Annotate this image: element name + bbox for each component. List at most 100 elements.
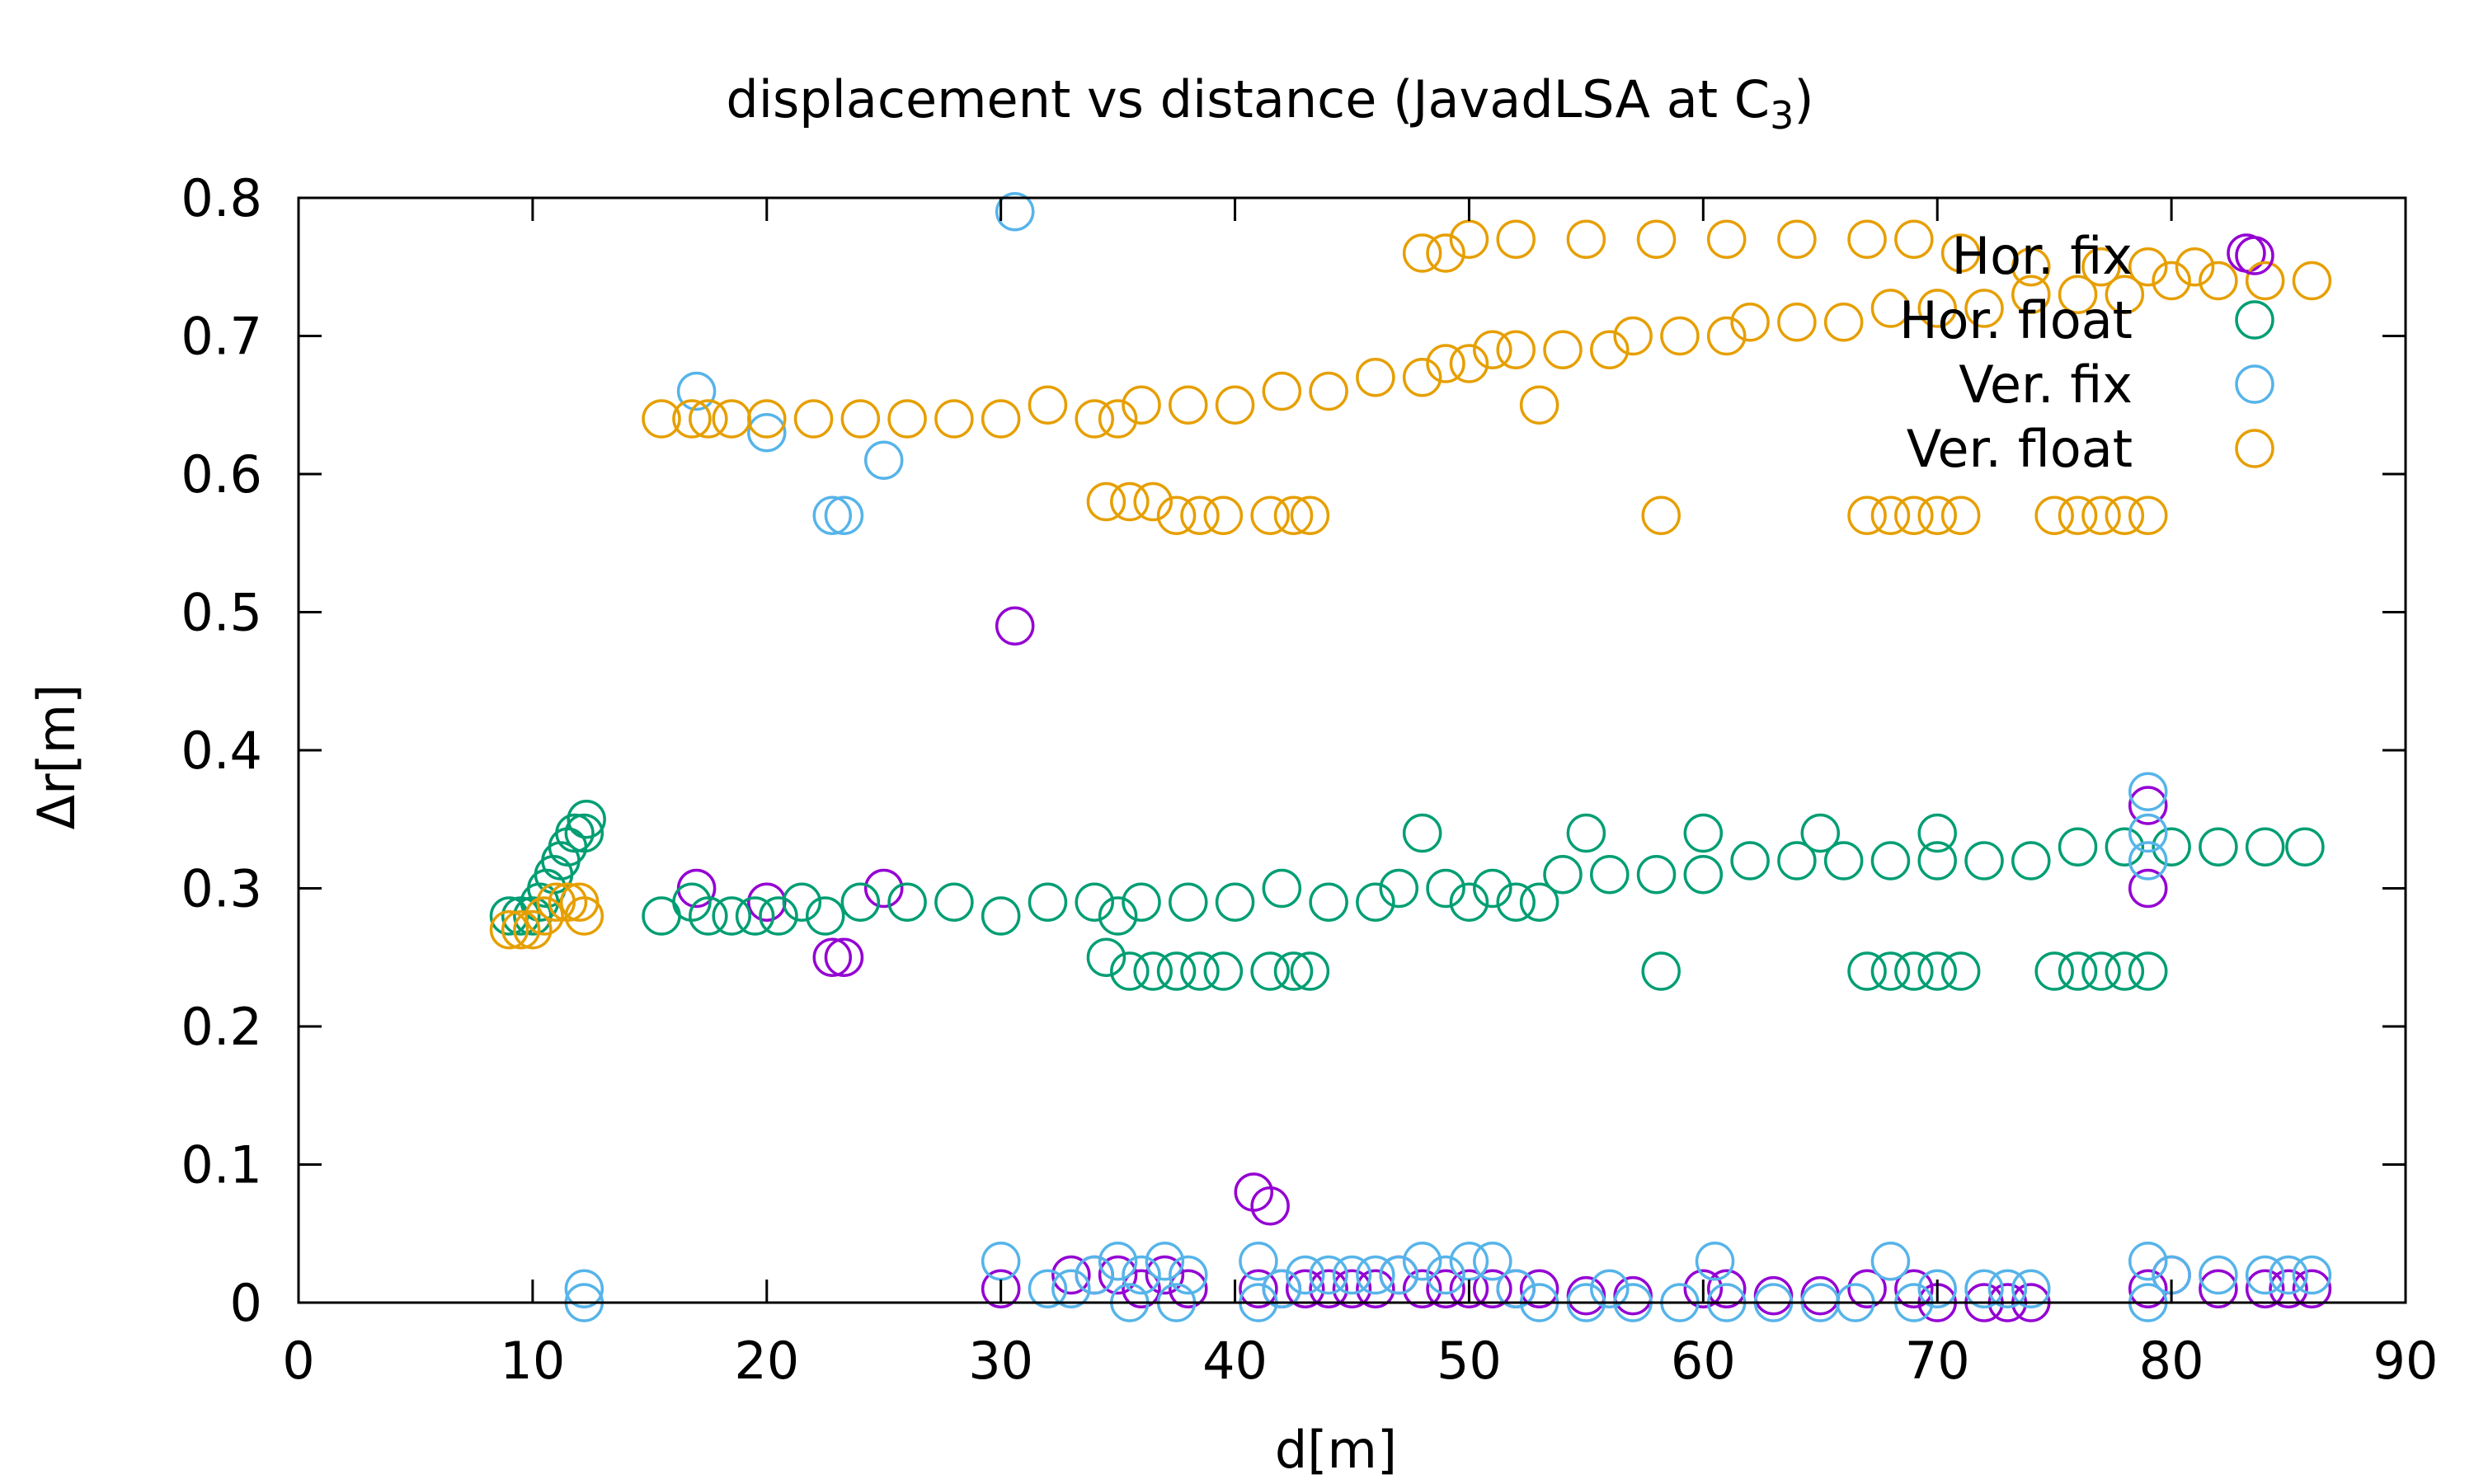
data-point [1449, 1242, 1489, 1281]
data-point [1309, 1255, 1348, 1295]
data-point [489, 910, 529, 950]
data-point [1683, 813, 1724, 853]
data-point [1894, 1269, 1934, 1308]
data-point [1706, 219, 1747, 259]
data-point [1239, 1269, 1278, 1308]
axis-tick-labels: 0 10 20 30 40 50 60 70 80 90 0 0.1 0.2 0.3 0.4 0.5 0.6 0.… [181, 168, 2438, 1391]
data-point [2292, 1255, 2332, 1295]
data-point [2152, 261, 2191, 301]
data-point [1250, 1186, 1290, 1226]
data-point [1566, 1275, 1606, 1316]
data-point [1473, 1242, 1512, 1281]
data-point [1379, 868, 1419, 909]
legend-label: Hor. float [1899, 290, 2133, 350]
data-point [1180, 951, 1220, 991]
data-point [747, 413, 787, 453]
data-point [2245, 1269, 2285, 1308]
data-point [1309, 1269, 1348, 1308]
data-point [1496, 882, 1536, 922]
x-tick-label: 20 [734, 1331, 799, 1391]
data-point [782, 882, 822, 922]
data-point [981, 399, 1021, 439]
data-point [1590, 330, 1630, 369]
data-point [1086, 481, 1126, 522]
data-point [1051, 1269, 1091, 1308]
data-point [2034, 495, 2074, 535]
data-point [1239, 1242, 1278, 1281]
axis-ticks [297, 196, 2407, 1304]
data-point [1449, 882, 1489, 922]
data-point [1122, 1255, 1161, 1295]
data-point [1940, 951, 1981, 991]
data-point [1075, 882, 1114, 922]
data-point [1590, 1269, 1630, 1308]
data-point [567, 800, 606, 839]
data-point [1250, 951, 1290, 991]
data-point [1543, 330, 1583, 369]
data-point [806, 896, 845, 936]
data-point [1309, 882, 1348, 922]
data-point [1402, 233, 1442, 273]
data-point [1156, 951, 1197, 991]
data-point [1110, 951, 1150, 991]
data-point [812, 937, 853, 977]
data-point [1706, 316, 1747, 356]
data-point [1641, 951, 1681, 991]
data-point [824, 937, 864, 977]
chart-title: displacement vs distance (JavadLSA at C3… [726, 69, 1813, 138]
data-point [1917, 813, 1957, 853]
data-point [1098, 1242, 1138, 1281]
data-point [1730, 841, 1770, 881]
x-axis-label: d[m] [1275, 1420, 1397, 1480]
data-point [1332, 1269, 1372, 1308]
data-point [712, 399, 751, 439]
data-point [1262, 371, 1302, 411]
data-point [2128, 1242, 2168, 1281]
data-point [1964, 1269, 2004, 1308]
data-point [1122, 882, 1161, 922]
data-point [1098, 896, 1138, 936]
data-point [1496, 219, 1536, 259]
data-point [2245, 1255, 2285, 1295]
data-point [564, 896, 604, 936]
data-point [2285, 827, 2325, 866]
data-point [1449, 1269, 1489, 1308]
data-point [1169, 385, 1208, 425]
data-point [1870, 1242, 1911, 1281]
data-point [840, 399, 881, 439]
data-point [1273, 495, 1314, 535]
data-point [524, 896, 564, 936]
data-point [1543, 855, 1583, 895]
data-point [2292, 1269, 2332, 1308]
data-point [1894, 951, 1934, 991]
data-point [1847, 219, 1887, 259]
data-point [642, 399, 681, 439]
legend-marker [2235, 236, 2274, 275]
data-point [812, 495, 853, 535]
data-point [2011, 1269, 2051, 1308]
data-point [1051, 1255, 1091, 1295]
data-point [2269, 1269, 2308, 1308]
data-point [564, 813, 604, 853]
legend-label: Hor. fix [1951, 226, 2133, 286]
data-point [672, 399, 712, 439]
data-point [2128, 1269, 2168, 1308]
data-point [2128, 495, 2168, 535]
data-point [1402, 1269, 1442, 1308]
data-point [1641, 495, 1681, 535]
data-point [1473, 1269, 1512, 1308]
data-point [2011, 247, 2051, 287]
legend-marker [2235, 364, 2274, 404]
data-point [1777, 303, 1817, 342]
data-point [1519, 882, 1559, 922]
data-point [1234, 1172, 1274, 1212]
data-point [934, 399, 974, 439]
data-point [1273, 951, 1314, 991]
y-tick-label: 0.2 [181, 997, 262, 1057]
data-point [1917, 951, 1957, 991]
data-point [1496, 330, 1536, 369]
data-point [1870, 951, 1911, 991]
data-point [1800, 1275, 1841, 1316]
data-point [1940, 495, 1981, 535]
